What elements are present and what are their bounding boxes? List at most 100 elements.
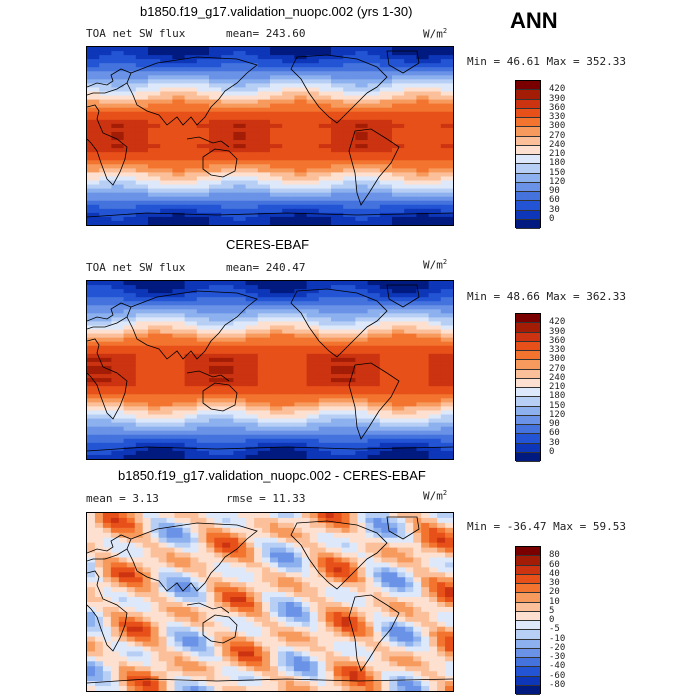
- panel-2-units: W/m2: [423, 258, 448, 272]
- panel-3-mean: mean = 3.13: [86, 492, 159, 505]
- colorbar-tick-label: -60: [549, 670, 566, 681]
- colorbar-tick-label: 240: [549, 139, 566, 150]
- colorbar-segment: [516, 351, 540, 361]
- colorbar-segment: [516, 99, 540, 109]
- colorbar-segment: [516, 547, 540, 557]
- colorbar-segment: [516, 90, 540, 100]
- colorbar-segment: [516, 341, 540, 351]
- colorbar-tick-label: 120: [549, 409, 566, 420]
- coastline: [386, 516, 420, 540]
- colorbar-tick-label: 210: [549, 382, 566, 392]
- coastline: [87, 570, 128, 652]
- colorbar-segment: [516, 192, 540, 202]
- coastline: [290, 54, 388, 124]
- colorbar-segment: [516, 425, 540, 435]
- colorbar-segment: [516, 602, 540, 612]
- panel-3-rmse: rmse = 11.33: [226, 492, 306, 505]
- colorbar-tick-label: 390: [549, 326, 566, 337]
- coastline: [348, 128, 400, 206]
- panel-2-field-label: TOA net SW flux: [86, 261, 186, 274]
- panel-3-minmax: Min = -36.47 Max = 59.53: [467, 520, 626, 533]
- panel-2-map: [86, 280, 454, 460]
- colorbar-segment: [516, 621, 540, 631]
- colorbar-segment: [516, 611, 540, 621]
- colorbar-segment: [516, 332, 540, 342]
- coastline: [186, 370, 230, 382]
- colorbar-segment: [516, 676, 540, 686]
- season-label: ANN: [510, 8, 558, 33]
- coastline: [186, 602, 230, 614]
- colorbar-segment: [516, 639, 540, 649]
- coastline: [87, 104, 128, 186]
- colorbar-segment: [516, 369, 540, 379]
- colorbar-segment: [516, 219, 540, 229]
- colorbar-segment: [516, 173, 540, 183]
- colorbar-segment: [516, 136, 540, 146]
- colorbar-tick-label: 210: [549, 149, 566, 159]
- panel-3-map: [86, 512, 454, 692]
- coastlines: [87, 50, 453, 218]
- panel-3-title: b1850.f19_g17.validation_nuopc.002 - CER…: [118, 468, 426, 483]
- colorbar-tick-label: 150: [549, 167, 566, 178]
- colorbar-tick-label: 360: [549, 335, 566, 346]
- colorbar-segment: [516, 685, 540, 695]
- colorbar-segment: [516, 630, 540, 640]
- colorbar-segment: [516, 443, 540, 453]
- colorbar-segment: [516, 406, 540, 416]
- colorbar-tick-label: 60: [549, 195, 560, 206]
- coastline: [126, 290, 258, 360]
- colorbar-tick-label: 60: [549, 559, 560, 570]
- colorbar-tick-label: 0: [549, 213, 555, 224]
- colorbar-segment: [516, 593, 540, 603]
- coastline: [126, 522, 258, 592]
- coastline: [290, 520, 388, 590]
- colorbar-tick-label: 360: [549, 102, 566, 113]
- colorbar-tick-label: 120: [549, 176, 566, 187]
- colorbar-tick-label: -20: [549, 642, 566, 653]
- panel-1-units: W/m2: [423, 27, 448, 41]
- panel-3-units: W/m2: [423, 489, 448, 503]
- colorbar-segment: [516, 314, 540, 324]
- colorbar-tick-label: 150: [549, 400, 566, 411]
- coastline: [87, 534, 132, 562]
- colorbar-tick-label: 180: [549, 158, 566, 169]
- panel-1-title: b1850.f19_g17.validation_nuopc.002 (yrs …: [140, 4, 413, 19]
- coastline: [87, 302, 132, 330]
- colorbar-segment: [516, 210, 540, 220]
- panel-1-field-label: TOA net SW flux: [86, 27, 186, 40]
- colorbar-tick-label: 240: [549, 372, 566, 383]
- colorbar-tick-label: 330: [549, 345, 566, 355]
- colorbar-segment: [516, 118, 540, 128]
- colorbar-tick-label: 30: [549, 578, 560, 588]
- colorbar-segment: [516, 182, 540, 192]
- coastline: [87, 68, 132, 96]
- colorbar-tick-label: 180: [549, 391, 566, 402]
- colorbar-segment: [516, 565, 540, 575]
- colorbar-tick-label: 270: [549, 363, 566, 374]
- panel-1-mean: mean= 243.60: [226, 27, 306, 40]
- colorbar-tick-label: 420: [549, 84, 566, 95]
- coastline: [87, 446, 453, 452]
- colorbar-tick-label: -40: [549, 661, 566, 672]
- colorbar-segment: [516, 127, 540, 137]
- colorbar-segment: [516, 415, 540, 425]
- colorbar-segment: [516, 584, 540, 594]
- panel-2-title: CERES-EBAF: [226, 237, 310, 252]
- colorbar-segment: [516, 434, 540, 444]
- colorbar-segment: [516, 201, 540, 211]
- colorbar-tick-label: 90: [549, 419, 560, 429]
- colorbar-segment: [516, 108, 540, 118]
- colorbar-tick-label: 330: [549, 112, 566, 122]
- map-field: [87, 47, 453, 225]
- coastline: [348, 594, 400, 672]
- coastline: [348, 362, 400, 440]
- colorbar-tick-label: 90: [549, 186, 560, 196]
- coastline: [202, 148, 238, 178]
- panel-1-minmax: Min = 46.61 Max = 352.33: [467, 55, 626, 68]
- colorbar-segment: [516, 360, 540, 370]
- coastline: [186, 136, 230, 148]
- colorbar-tick-label: -80: [549, 679, 566, 690]
- colorbar-segment: [516, 658, 540, 668]
- panel-1-map: [86, 46, 454, 226]
- colorbar-segment: [516, 145, 540, 155]
